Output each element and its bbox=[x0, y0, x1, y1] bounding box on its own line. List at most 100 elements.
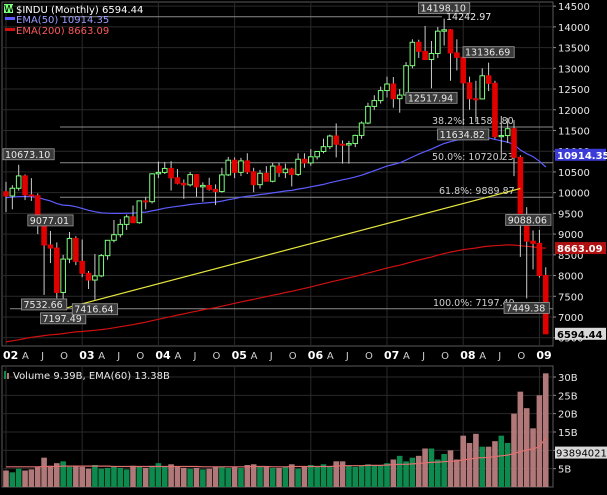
volume-bar-16 bbox=[104, 467, 111, 487]
candle-body-65 bbox=[415, 41, 422, 52]
annotation-label-7: 12517.94 bbox=[408, 93, 453, 104]
fib-label-1: 50.0%: 10720.23 bbox=[432, 152, 514, 163]
time-axis: 02 A J O 03 A J O 04 A J O 05 A J O 06 A J O 07 A J O 08 A J O 09 bbox=[3, 349, 552, 362]
candle-body-39 bbox=[250, 171, 257, 186]
volume-bar-24 bbox=[155, 463, 162, 487]
volume-bar-20 bbox=[130, 465, 136, 487]
candle-body-3 bbox=[22, 175, 28, 196]
month-label-2: O bbox=[60, 351, 68, 362]
volume-bar-44 bbox=[282, 466, 289, 487]
annotation-box-4 bbox=[71, 303, 118, 316]
volume-bar-68 bbox=[435, 459, 441, 487]
month-label-6: A bbox=[174, 351, 181, 362]
volume-bar-2 bbox=[15, 468, 22, 487]
volume-bar-19 bbox=[123, 469, 130, 487]
candle-body-75 bbox=[479, 75, 486, 100]
candle-body-53 bbox=[339, 143, 346, 146]
ema50-swatch bbox=[5, 17, 15, 20]
candle-body-11 bbox=[73, 237, 79, 262]
volume-bar-18 bbox=[117, 467, 124, 487]
candle-body-50 bbox=[320, 146, 327, 152]
price-tick-label-5: 9000 bbox=[558, 230, 583, 241]
volume-bar-35 bbox=[225, 467, 232, 487]
volume-tick-label-5: 30B bbox=[558, 373, 578, 384]
volume-swatch-1 bbox=[4, 371, 6, 379]
candle-body-21 bbox=[136, 200, 143, 224]
volume-bar-39 bbox=[250, 464, 257, 487]
volume-bar-34 bbox=[219, 466, 225, 487]
volume-swatch-2 bbox=[7, 373, 9, 379]
price-tick-label-7: 10000 bbox=[558, 189, 590, 200]
volume-bar-51 bbox=[327, 466, 333, 487]
month-label-9: A bbox=[251, 351, 258, 362]
candle-body-34 bbox=[219, 174, 225, 193]
price-tick-label-11: 12000 bbox=[558, 106, 590, 117]
candle-body-83 bbox=[530, 240, 536, 244]
candle-body-9 bbox=[60, 258, 66, 293]
ema50-legend: EMA(50) 10914.35 bbox=[16, 15, 109, 26]
year-label-7: 09 bbox=[536, 349, 551, 362]
volume-bar-41 bbox=[263, 466, 270, 487]
annotation-box-9 bbox=[505, 214, 552, 226]
month-label-17: O bbox=[441, 351, 449, 362]
volume-bar-26 bbox=[168, 464, 174, 487]
annotation-label-9: 9088.06 bbox=[508, 215, 547, 226]
volume-value-tag: 9389402112 bbox=[556, 449, 607, 460]
candle-body-8 bbox=[54, 247, 60, 293]
candle-body-41 bbox=[263, 172, 270, 182]
volume-tick-label-2: 15B bbox=[558, 428, 578, 439]
ema200-line bbox=[5, 244, 546, 343]
ema50-value-tag: 10914.35 bbox=[557, 151, 607, 162]
volume-bar-49 bbox=[314, 466, 320, 487]
annotation-label-4: 7416.64 bbox=[74, 305, 113, 316]
volume-bar-14 bbox=[92, 465, 98, 487]
candle-body-36 bbox=[231, 159, 238, 173]
price-legend: W $INDU (Monthly) 6594.44 EMA(50) 10914.… bbox=[4, 4, 143, 37]
volume-bar-85 bbox=[542, 373, 549, 487]
volume-value-tag-bg bbox=[555, 446, 607, 459]
candle-body-19 bbox=[123, 216, 130, 225]
annotation-label-5: 14198.10 bbox=[421, 4, 466, 15]
month-label-12: A bbox=[327, 351, 334, 362]
volume-bar-52 bbox=[333, 461, 339, 487]
volume-bar-15 bbox=[98, 468, 105, 487]
price-tick-label-10: 11500 bbox=[558, 126, 590, 137]
year-label-2: 04 bbox=[155, 349, 171, 362]
fib-label-2: 61.8%: 9889.87 bbox=[439, 186, 515, 197]
annotation-box-6 bbox=[462, 46, 515, 59]
candle-body-78 bbox=[498, 135, 505, 138]
volume-bar-54 bbox=[346, 465, 352, 487]
volume-bar-40 bbox=[257, 466, 263, 487]
candle-body-56 bbox=[358, 122, 365, 136]
volume-bar-12 bbox=[79, 466, 85, 487]
volume-bar-67 bbox=[428, 448, 435, 487]
candle-body-15 bbox=[98, 255, 105, 277]
grid bbox=[2, 2, 553, 487]
volume-bar-73 bbox=[466, 443, 473, 487]
price-tick-label-14: 13500 bbox=[558, 44, 590, 55]
volume-bar-80 bbox=[511, 413, 517, 487]
month-label-1: J bbox=[40, 351, 44, 362]
candle-body-37 bbox=[238, 160, 244, 173]
candle-body-6 bbox=[41, 223, 47, 246]
volume-bar-33 bbox=[212, 466, 219, 487]
candle-body-28 bbox=[181, 182, 187, 186]
volume-bar-75 bbox=[479, 446, 486, 487]
candle-body-2 bbox=[15, 175, 22, 189]
volume-bar-3 bbox=[22, 470, 28, 487]
month-label-18: A bbox=[479, 351, 486, 362]
volume-bar-78 bbox=[498, 435, 505, 487]
candle-body-42 bbox=[269, 165, 276, 182]
volume-bar-69 bbox=[441, 454, 447, 487]
volume-bar-57 bbox=[365, 464, 371, 487]
volume-bar-62 bbox=[396, 455, 403, 487]
candle-body-71 bbox=[454, 52, 460, 58]
candle-body-31 bbox=[200, 184, 206, 188]
volume-tick-label-4: 25B bbox=[558, 391, 578, 402]
month-label-8: O bbox=[213, 351, 221, 362]
candle-body-20 bbox=[130, 216, 136, 224]
ema200-value-tag: 8663.09 bbox=[557, 244, 603, 255]
volume-tick-label-0: 5B bbox=[558, 465, 571, 476]
